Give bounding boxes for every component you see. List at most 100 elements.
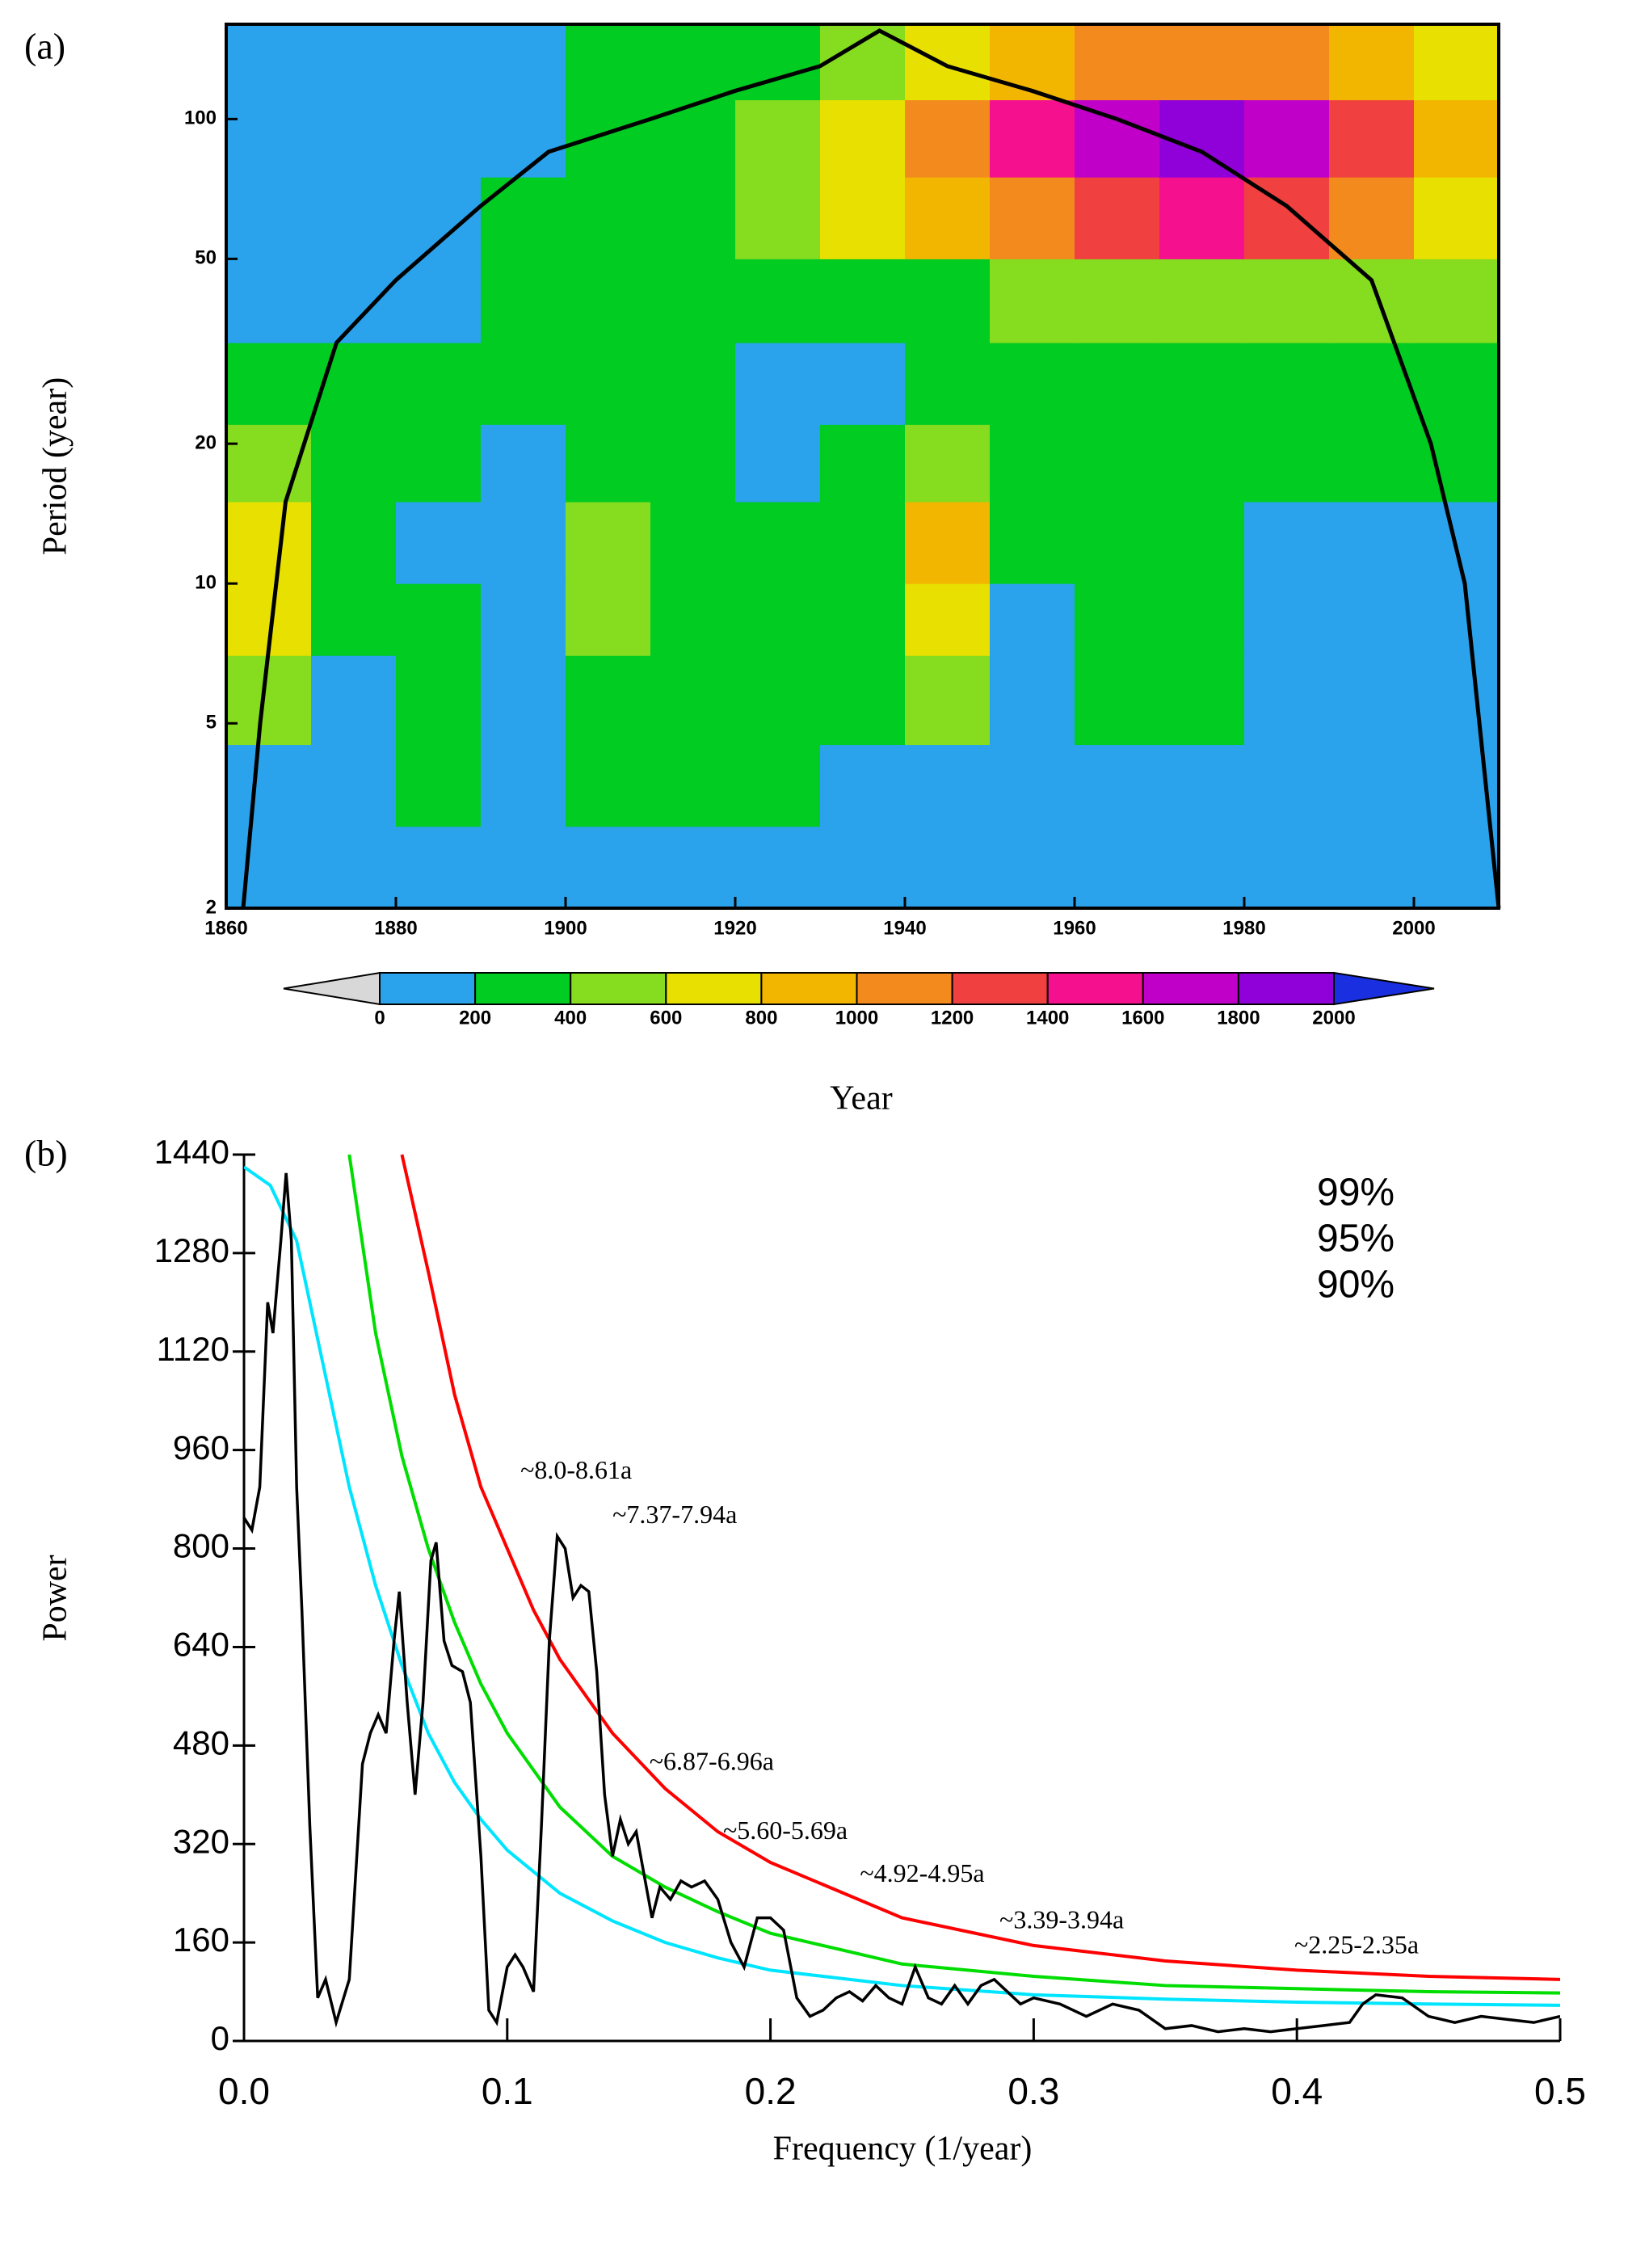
heat-cell	[905, 501, 991, 584]
heat-cell	[650, 99, 736, 178]
heat-cell	[1159, 655, 1245, 746]
heat-cell	[481, 259, 566, 343]
heat-cell	[1244, 583, 1330, 656]
heat-cell	[1414, 24, 1500, 101]
annotation: ~7.37-7.94a	[612, 1500, 737, 1529]
colorbar-cell	[379, 972, 477, 1005]
x-tick-label: 1900	[544, 917, 587, 939]
heat-cell	[396, 501, 482, 584]
y-tick-label: 1280	[154, 1231, 229, 1269]
heat-cell	[396, 583, 482, 656]
significance-line	[347, 1154, 1560, 1995]
heat-cell	[650, 259, 736, 343]
heat-cell	[311, 259, 397, 343]
heat-cell	[1075, 343, 1160, 425]
colorbar-cell	[760, 972, 858, 1005]
heat-cell	[226, 259, 312, 343]
heat-cell	[905, 177, 991, 259]
heat-cell	[226, 826, 312, 909]
heat-cell	[1244, 259, 1330, 343]
heat-cell	[1159, 99, 1245, 178]
heat-cell	[1159, 826, 1245, 909]
spectrum-line	[244, 1172, 1560, 2034]
colorbar-label: 1400	[1026, 1007, 1069, 1029]
heat-cell	[735, 177, 821, 259]
heat-cell	[735, 424, 821, 503]
y-tick-label: 960	[173, 1429, 229, 1466]
x-tick-label: 0.5	[1534, 2070, 1586, 2112]
panel-label: (b)	[24, 1133, 68, 1174]
heat-cell	[566, 343, 651, 425]
heat-cell	[820, 99, 906, 178]
colorbar-cell	[1237, 972, 1336, 1005]
heat-cell	[566, 24, 651, 101]
heat-cell	[650, 343, 736, 425]
heat-cell	[481, 744, 566, 827]
heat-cell	[1329, 655, 1415, 746]
heat-cell	[1414, 177, 1500, 259]
heat-cell	[226, 655, 312, 746]
heat-cell	[990, 259, 1075, 343]
x-tick-label: 0.3	[1008, 2070, 1059, 2112]
heat-cell	[566, 583, 651, 656]
heat-cell	[1329, 744, 1415, 827]
y-tick-label: 480	[173, 1723, 229, 1761]
heat-cell	[1414, 655, 1500, 746]
x-tick-label: 1960	[1053, 917, 1096, 939]
heat-cell	[1244, 826, 1330, 909]
heat-cell	[1244, 501, 1330, 584]
heat-cell	[481, 177, 566, 259]
y-tick-label: 100	[184, 107, 217, 129]
heat-cell	[566, 501, 651, 584]
heat-cell	[481, 655, 566, 746]
heat-cell	[735, 583, 821, 656]
legend-label: 95%	[1317, 1218, 1395, 1260]
heat-cell	[650, 177, 736, 259]
heat-cell	[1075, 501, 1160, 584]
heat-cell	[820, 583, 906, 656]
panel-label: (a)	[24, 26, 65, 67]
colorbar-cell	[856, 972, 953, 1005]
y-tick-label: 320	[173, 1822, 229, 1860]
heat-cell	[1075, 744, 1160, 827]
heat-cell	[990, 24, 1075, 101]
heat-cell	[1414, 826, 1500, 909]
colorbar-cell	[474, 972, 572, 1005]
heat-cell	[481, 583, 566, 656]
colorbar-cell	[665, 972, 763, 1005]
heat-cell	[820, 501, 906, 584]
colorbar-label: 600	[650, 1007, 682, 1029]
heat-cell	[311, 655, 397, 746]
heat-cell	[905, 583, 991, 656]
colorbar-label: 200	[459, 1007, 491, 1029]
heat-cell	[226, 99, 312, 178]
heat-cell	[1244, 177, 1330, 259]
x-tick-label: 0.4	[1271, 2070, 1323, 2112]
y-tick-label: 10	[195, 572, 217, 594]
heat-cell	[1329, 177, 1415, 259]
heat-cell	[226, 177, 312, 259]
heat-cell	[990, 99, 1075, 178]
heat-cell	[905, 655, 991, 746]
x-tick-label: 1880	[374, 917, 417, 939]
colorbar-label: 1200	[931, 1007, 974, 1029]
heat-cell	[735, 826, 821, 909]
heat-cell	[1329, 501, 1415, 584]
legend-label: 99%	[1317, 1172, 1395, 1214]
colorbar-label: 1800	[1217, 1007, 1260, 1029]
heat-cell	[1329, 24, 1415, 101]
heat-cell	[820, 744, 906, 827]
heat-cell	[566, 259, 651, 343]
y-tick-label: 0	[211, 2019, 229, 2057]
heat-cell	[481, 99, 566, 178]
heat-cell	[1329, 343, 1415, 425]
heat-cell	[226, 24, 312, 101]
plot-frame	[225, 23, 1500, 910]
heat-cell	[1159, 259, 1245, 343]
y-tick-label: 20	[195, 431, 217, 453]
significance-line	[244, 1165, 1560, 2007]
legend-label: 90%	[1317, 1264, 1395, 1307]
annotation: ~2.25-2.35a	[1294, 1930, 1419, 1959]
heat-cell	[1159, 24, 1245, 101]
y-tick-label: 1120	[157, 1330, 229, 1368]
